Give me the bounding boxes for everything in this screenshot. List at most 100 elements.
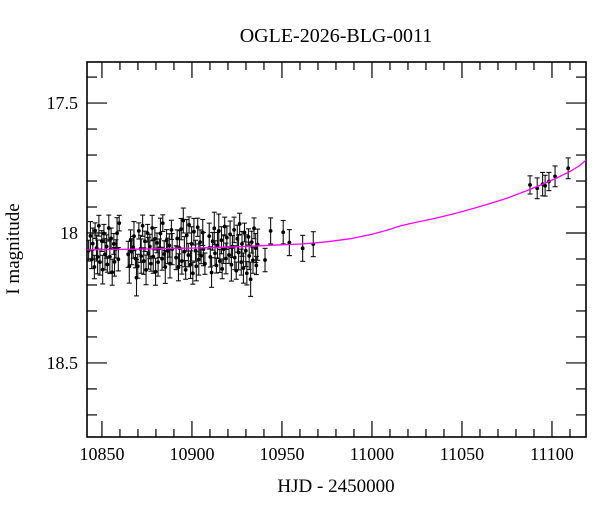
data-point	[248, 277, 253, 282]
data-point	[254, 263, 259, 268]
data-point	[232, 255, 237, 260]
data-point	[300, 246, 305, 251]
data-point	[224, 235, 229, 240]
data-point	[165, 249, 170, 253]
data-point	[99, 239, 104, 243]
data-point	[192, 229, 196, 234]
data-point	[88, 233, 93, 238]
data-point	[252, 226, 256, 231]
data-point	[203, 261, 207, 266]
data-point	[147, 244, 152, 249]
x-tick-label: 10850	[79, 444, 124, 464]
data-point	[528, 183, 532, 187]
data-point	[179, 259, 184, 263]
data-point	[141, 259, 146, 263]
data-point	[219, 238, 224, 243]
data-point	[132, 234, 136, 239]
data-point	[107, 254, 112, 259]
data-point	[281, 230, 286, 235]
data-point	[169, 227, 174, 232]
data-point	[116, 257, 121, 262]
data-point	[237, 222, 242, 226]
data-point	[253, 246, 258, 250]
data-point	[196, 257, 201, 262]
data-point	[186, 253, 191, 257]
data-point	[92, 265, 97, 269]
data-point	[151, 254, 156, 259]
data-point	[566, 166, 571, 171]
model-curve-path	[86, 159, 587, 251]
data-point	[183, 268, 188, 272]
data-point	[553, 174, 557, 179]
data-point	[287, 240, 292, 245]
data-point	[212, 226, 217, 231]
data-point	[207, 234, 212, 239]
data-point	[175, 236, 180, 241]
data-point	[190, 271, 195, 276]
data-point	[160, 256, 164, 261]
data-point	[246, 234, 251, 239]
x-tick-label: 10900	[169, 444, 214, 464]
x-tick-label: 11000	[350, 444, 394, 464]
x-axis-title: HJD - 2450000	[277, 476, 394, 497]
data-point	[96, 223, 101, 228]
data-point	[242, 230, 247, 235]
data-point	[224, 256, 228, 261]
data-point	[149, 261, 153, 266]
data-point	[249, 240, 254, 244]
y-tick-label: 18.5	[47, 353, 79, 373]
data-point	[153, 269, 158, 274]
data-point	[216, 229, 221, 233]
data-point	[214, 263, 219, 268]
axis-tick-labels: 10850 10900 10950 11000 11050 11100 17.5 18 18.5	[47, 93, 574, 464]
data-point	[163, 265, 168, 269]
y-tick-label: 17.5	[47, 93, 79, 113]
data-point	[239, 260, 244, 265]
data-point	[543, 183, 548, 188]
data-point	[158, 231, 163, 236]
data-point	[90, 241, 95, 246]
plot-title: OGLE-2026-BLG-0011	[240, 25, 433, 47]
x-tick-label: 10950	[259, 444, 304, 464]
data-point	[160, 221, 165, 226]
data-point	[229, 262, 234, 267]
data-point	[263, 258, 267, 262]
data-point	[268, 229, 273, 233]
data-points	[86, 157, 571, 297]
data-point	[176, 265, 181, 270]
data-point	[127, 264, 132, 269]
data-point	[140, 223, 145, 228]
axis-ticks	[87, 62, 586, 437]
data-point	[136, 229, 141, 233]
data-point	[241, 266, 246, 270]
data-point	[247, 253, 252, 258]
data-point	[167, 243, 172, 248]
data-point	[174, 255, 179, 260]
data-point	[104, 244, 109, 249]
data-point	[217, 259, 222, 263]
data-point	[156, 260, 161, 265]
y-tick-label: 18	[60, 223, 78, 243]
data-point	[240, 242, 244, 246]
data-point	[187, 223, 191, 227]
data-point	[213, 251, 217, 256]
data-point	[112, 259, 117, 264]
data-point	[243, 248, 248, 253]
data-point	[184, 233, 189, 238]
data-point	[143, 239, 147, 244]
data-point	[194, 264, 199, 269]
data-point	[103, 252, 107, 257]
data-point	[135, 264, 140, 269]
data-point	[110, 270, 115, 275]
y-axis-title: I magnitude	[3, 203, 24, 294]
data-point	[244, 271, 249, 276]
data-point	[220, 266, 225, 271]
data-point	[198, 240, 202, 244]
data-point	[93, 228, 98, 233]
data-point	[209, 270, 214, 275]
data-point	[117, 221, 122, 226]
data-point	[179, 227, 184, 231]
data-point	[105, 262, 110, 267]
